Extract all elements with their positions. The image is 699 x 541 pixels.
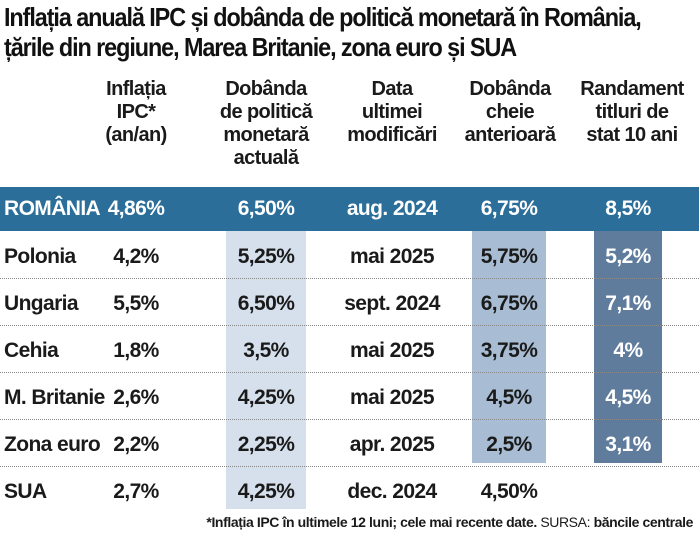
table-row: M. Britanie 2,6% 4,25% mai 2025 4,5% 4,5… [0, 374, 699, 421]
inflation-value: 2,7% [113, 480, 159, 503]
row-divider [0, 466, 699, 467]
header-bond-yield: Randament titluri de stat 10 ani [576, 78, 688, 147]
row-divider [0, 325, 699, 326]
bond-yield-value [594, 468, 662, 515]
policy-rate-value: 4,25% [237, 386, 295, 409]
table-row-romania: ROMÂNIA 4,86% 6,50% aug. 2024 6,75% 8,5% [0, 187, 699, 234]
previous-rate-column-shade [472, 231, 546, 463]
romania-highlight-band [0, 187, 699, 231]
last-change-date: mai 2025 [350, 339, 435, 362]
country-name: Cehia [4, 339, 59, 362]
last-change-date: mai 2025 [350, 386, 435, 409]
bond-yield-value: 3,1% [605, 433, 651, 456]
title-line-2: țările din regiune, Marea Britanie, zona… [4, 32, 517, 62]
header-inflation-line: IPC* [116, 101, 156, 123]
footnote-note: *Inflația IPC în ultimele 12 luni; cele … [206, 514, 537, 530]
header-inflation-line: (an/an) [105, 124, 167, 146]
policy-rate-value: 3,5% [243, 339, 289, 362]
header-previous-rate-line: anterioară [464, 124, 556, 146]
header-last-change-line: Data [371, 78, 414, 100]
header-bond-yield-line: Randament [580, 78, 684, 100]
last-change-date: sept. 2024 [344, 292, 440, 315]
bond-yield-column-shade [594, 231, 662, 463]
policy-rate-value: 5,25% [237, 245, 295, 268]
previous-rate-value: 5,75% [480, 245, 538, 268]
header-policy-rate-line: actuală [233, 147, 299, 169]
table-row: Cehia 1,8% 3,5% mai 2025 3,75% 4% [0, 327, 699, 374]
previous-rate-value: 3,75% [480, 339, 538, 362]
header-inflation: Inflația IPC* (an/an) [96, 78, 176, 147]
table-row: Ungaria 5,5% 6,50% sept. 2024 6,75% 7,1% [0, 280, 699, 327]
source-label: SURSA: [540, 514, 591, 530]
bond-yield-value: 8,5% [605, 197, 651, 220]
country-name: M. Britanie [4, 386, 105, 409]
header-previous-rate: Dobânda cheie anterioară [460, 78, 560, 147]
source-text: băncile centrale [593, 514, 694, 530]
row-divider [0, 372, 699, 373]
header-last-change: Data ultimei modificări [337, 78, 447, 147]
country-name: Ungaria [4, 292, 79, 315]
previous-rate-value: 4,5% [486, 386, 532, 409]
footnote: *Inflația IPC în ultimele 12 luni; cele … [206, 512, 693, 532]
previous-rate-value: 6,75% [480, 292, 538, 315]
bond-yield-value: 4,5% [605, 386, 651, 409]
table-row: Zona euro 2,2% 2,25% apr. 2025 2,5% 3,1% [0, 421, 699, 468]
header-bond-yield-line: titluri de [595, 101, 669, 123]
last-change-date: apr. 2025 [349, 433, 435, 456]
header-last-change-line: modificări [347, 124, 437, 146]
inflation-value: 4,86% [107, 197, 165, 220]
inflation-value: 2,6% [113, 386, 159, 409]
last-change-date: dec. 2024 [347, 480, 437, 503]
inflation-value: 5,5% [113, 292, 159, 315]
header-last-change-line: ultimei [361, 101, 423, 123]
table-row: Polonia 4,2% 5,25% mai 2025 5,75% 5,2% [0, 233, 699, 280]
country-name: Polonia [4, 245, 76, 268]
previous-rate-value: 4,50% [480, 480, 538, 503]
bond-yield-value: 5,2% [605, 245, 651, 268]
row-divider [0, 278, 699, 279]
title-line-1: Inflația anuală IPC și dobânda de politi… [4, 2, 642, 32]
header-bond-yield-line: stat 10 ani [586, 124, 678, 146]
policy-rate-value: 2,25% [237, 433, 295, 456]
inflation-value: 2,2% [113, 433, 159, 456]
last-change-date: mai 2025 [350, 245, 435, 268]
table-row: SUA 2,7% 4,25% dec. 2024 4,50% [0, 468, 699, 515]
inflation-value: 1,8% [113, 339, 159, 362]
bond-yield-value: 4% [613, 339, 643, 362]
policy-rate-value: 4,25% [237, 480, 295, 503]
inflation-value: 4,2% [113, 245, 159, 268]
bond-yield-value: 7,1% [605, 292, 651, 315]
header-policy-rate: Dobânda de politică monetară actuală [210, 78, 322, 170]
previous-rate-value: 2,5% [486, 433, 532, 456]
page-title: Inflația anuală IPC și dobânda de politi… [4, 2, 642, 62]
last-change-date: aug. 2024 [346, 197, 438, 220]
header-previous-rate-line: cheie [485, 101, 535, 123]
country-name: Zona euro [4, 433, 101, 456]
policy-rate-value: 6,50% [237, 292, 295, 315]
policy-rate-column-shade [226, 231, 306, 509]
header-inflation-line: Inflația [106, 78, 166, 100]
header-policy-rate-line: Dobânda [225, 78, 307, 100]
country-name: ROMÂNIA [4, 197, 101, 220]
previous-rate-value: 6,75% [480, 197, 538, 220]
row-divider [0, 419, 699, 420]
header-policy-rate-line: monetară [223, 124, 309, 146]
country-name: SUA [4, 480, 47, 503]
header-previous-rate-line: Dobânda [469, 78, 551, 100]
header-policy-rate-line: de politică [219, 101, 313, 123]
policy-rate-value: 6,50% [237, 197, 295, 220]
